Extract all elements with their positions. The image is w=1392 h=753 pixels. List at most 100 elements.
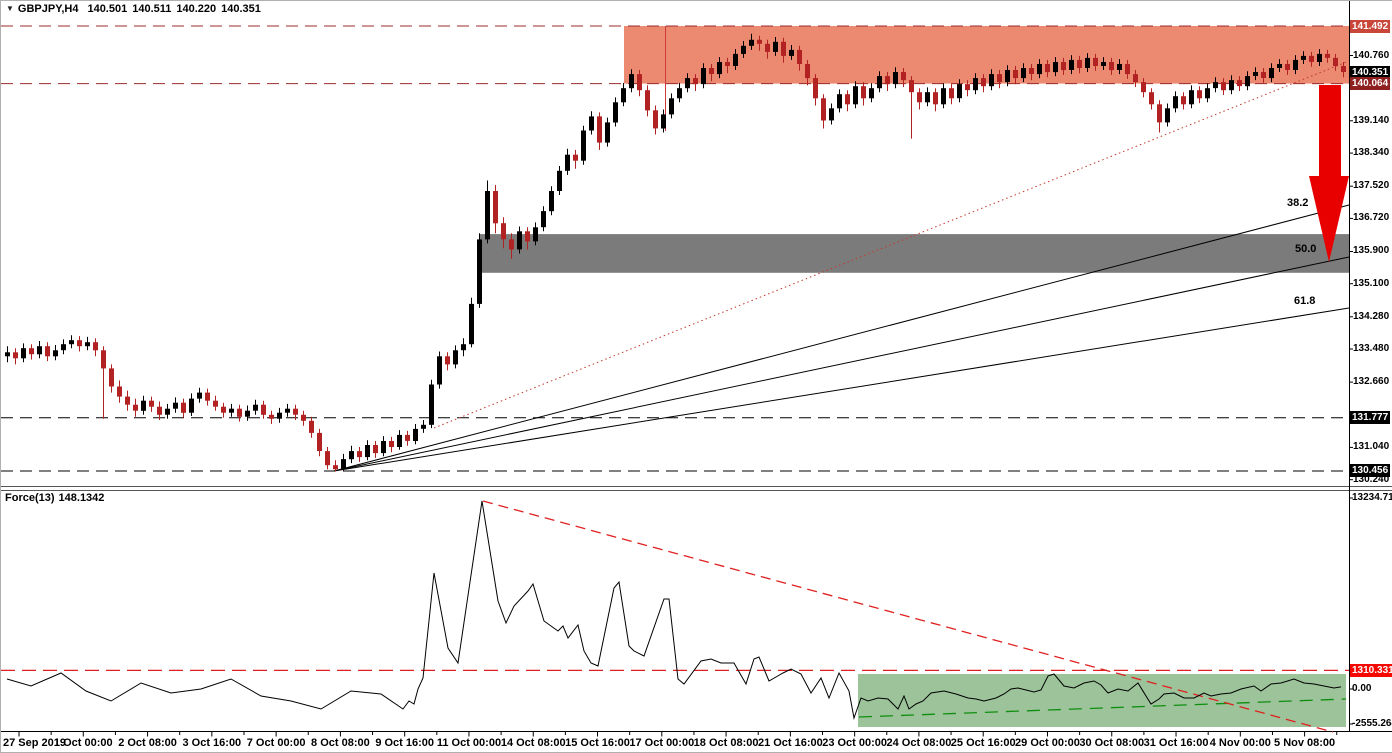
chart-title: ▼ GBPJPY,H4 140.501 140.511 140.220 140.351: [4, 3, 266, 15]
candle-body: [85, 342, 90, 347]
price-tag: 130.456: [1350, 464, 1391, 477]
candle-body: [957, 84, 962, 99]
candle-body: [629, 74, 634, 89]
candle-body: [45, 346, 50, 357]
candle-body: [149, 400, 154, 407]
price-tag: 131.777: [1350, 411, 1391, 424]
candle-body: [1245, 76, 1250, 87]
candle-body: [909, 80, 914, 93]
candle-body: [29, 348, 34, 355]
supply-zone: [624, 26, 1349, 84]
candle-body: [805, 64, 810, 79]
candle-body: [581, 130, 586, 161]
price-label: 138.340: [1353, 147, 1390, 158]
candle-body: [61, 344, 66, 351]
fib-fan-line[interactable]: [333, 204, 1350, 472]
candle-body: [269, 414, 274, 419]
candle-body: [413, 428, 418, 441]
candle-body: [1045, 64, 1050, 73]
candle-body: [1013, 70, 1018, 79]
candle-body: [285, 408, 290, 413]
candle-body: [621, 88, 626, 103]
symbol-timeframe: GBPJPY,H4: [17, 3, 79, 15]
declining-trendline[interactable]: [482, 500, 1334, 733]
candle-body: [1197, 90, 1202, 99]
candle-body: [1005, 70, 1010, 83]
date-label: 3 Oct 16:00: [182, 737, 242, 749]
candle-body: [173, 402, 178, 409]
candle-body: [973, 78, 978, 91]
candle-body: [13, 352, 18, 359]
panel-separator[interactable]: [1, 490, 1392, 491]
candle-body: [1341, 66, 1346, 72]
fib-label: 61.8: [1294, 295, 1316, 307]
candle-body: [1101, 62, 1106, 66]
candle-body: [1069, 59, 1074, 70]
candle-body: [245, 410, 250, 417]
candle-body: [461, 344, 466, 351]
candle-body: [645, 90, 650, 111]
candle-body: [573, 154, 578, 161]
price-label: 136.720: [1353, 212, 1390, 223]
candle-body: [1237, 80, 1242, 87]
price-label: 135.100: [1353, 278, 1390, 289]
candle-body: [1165, 108, 1170, 123]
candle-body: [189, 398, 194, 413]
date-label: 30 Oct 08:00: [1079, 737, 1145, 749]
candle-body: [677, 88, 682, 99]
candle-body: [869, 88, 874, 99]
down-arrow[interactable]: [1309, 85, 1349, 262]
candle-body: [733, 53, 738, 66]
candle-body: [357, 451, 362, 458]
price-label: 137.520: [1353, 180, 1390, 191]
price-tag: 141.492: [1350, 20, 1391, 33]
ohlc-open: 140.501: [87, 3, 128, 15]
candle-body: [1117, 64, 1122, 70]
candle-body: [565, 154, 570, 171]
candle-body: [1293, 59, 1298, 70]
candle-body: [949, 88, 954, 99]
price-label: 135.900: [1353, 245, 1390, 256]
price-tag: 140.064: [1350, 77, 1391, 90]
price-label: 132.660: [1353, 376, 1390, 387]
candle-body: [669, 98, 674, 115]
candle-body: [1053, 62, 1058, 73]
fib-fan-line[interactable]: [333, 256, 1350, 472]
indicator-value: 148.1342: [58, 492, 105, 504]
candle-body: [757, 39, 762, 44]
candle-body: [741, 45, 746, 54]
fib-fan-line[interactable]: [333, 307, 1350, 472]
candle-body: [501, 223, 506, 240]
indicator-axis-label: -2555.264: [1352, 718, 1392, 729]
green-trendline[interactable]: [858, 698, 1347, 718]
candle-body: [109, 368, 114, 387]
candle-body: [1221, 82, 1226, 91]
candle-body: [557, 170, 562, 191]
candle-body: [877, 76, 882, 89]
candle-body: [1181, 96, 1186, 105]
candle-body: [397, 434, 402, 447]
candle-body: [517, 231, 522, 250]
candle-body: [93, 342, 98, 351]
candle-body: [1309, 55, 1314, 62]
price-tag: 140.351: [1350, 66, 1391, 79]
candle-body: [5, 352, 10, 357]
candle-body: [181, 402, 186, 413]
candle-body: [613, 102, 618, 123]
accumulation-zone: [858, 674, 1346, 727]
candle-body: [549, 191, 554, 212]
date-label: 21 Oct 16:00: [757, 737, 823, 749]
candle-body: [589, 116, 594, 131]
candle-body: [685, 78, 690, 89]
date-label: 23 Oct 00:00: [822, 737, 888, 749]
candle-body: [1125, 64, 1130, 75]
candle-body: [1285, 64, 1290, 70]
candle-body: [157, 406, 162, 415]
candle-body: [925, 92, 930, 103]
date-label: 15 Oct 16:00: [565, 737, 630, 749]
panel-separator[interactable]: [1, 486, 1392, 487]
chevron-down-icon[interactable]: ▼: [6, 4, 14, 13]
indicator-axis-label: 13234.711: [1352, 492, 1392, 503]
